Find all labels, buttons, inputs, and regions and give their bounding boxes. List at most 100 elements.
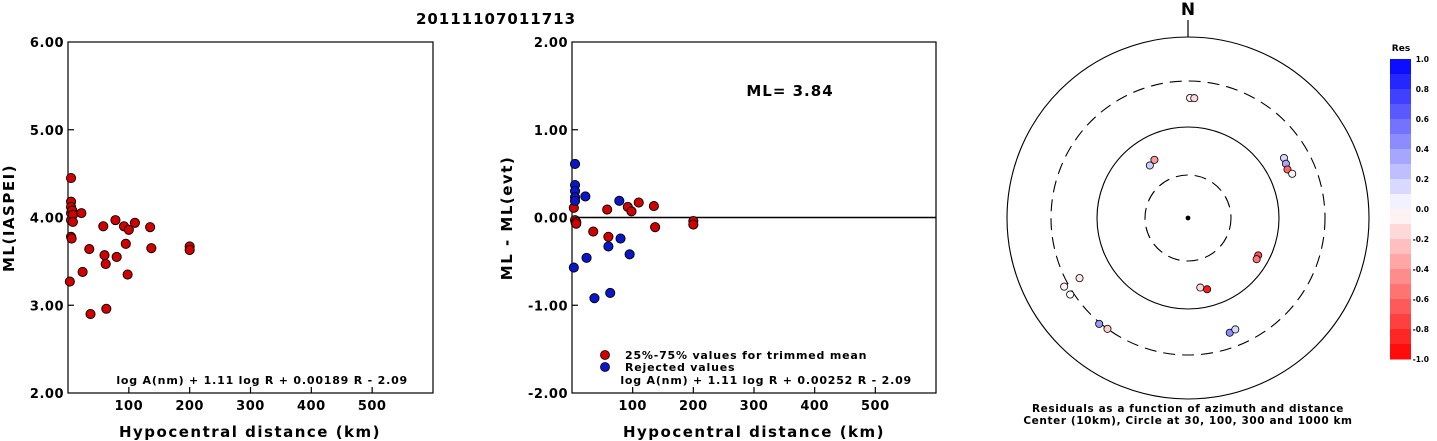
data-point [571,218,582,229]
station-point [1145,161,1154,170]
colorbar-cell [1390,344,1411,360]
y-tick-label: 4.00 [30,212,64,227]
station-point [1060,282,1069,291]
colorbar-label: -0.4 [1413,265,1429,274]
data-point [99,250,110,261]
ring-300km [1050,80,1326,356]
colorbar-cell [1390,59,1411,75]
station-points [1060,93,1297,337]
station-point [1231,325,1240,334]
plot-frame [67,41,434,394]
data-point [100,258,111,270]
data-point [84,244,95,255]
x-tick-label: 400 [297,399,326,414]
north-label: N [1181,0,1195,20]
station-point [1252,255,1261,264]
caption-line-2: Center (10km), Circle at 30, 100, 300 an… [1023,415,1352,427]
data-point [67,216,78,227]
data-point [146,243,157,254]
station-point [1095,319,1104,328]
x-tick-label: 300 [236,399,265,414]
ring-1000km [1006,36,1370,400]
colorbar-cell [1390,134,1411,150]
ml-iaspei-panel: 100 200 300 400 500 2.00 3.00 4.00 5.00 6.00 Hyp… [0,36,434,441]
colorbar-label: 0.6 [1416,115,1429,124]
colorbar-cell [1390,89,1411,105]
data-point [633,197,644,208]
data-point [624,249,635,260]
colorbar-cells [1390,59,1411,360]
y-tick-label: 2.00 [30,387,64,402]
data-points [568,158,699,304]
distance-rings [1006,36,1370,400]
station-point [1075,274,1084,283]
data-point [688,219,699,230]
y-tick-label: 5.00 [30,124,64,139]
station-point [1150,155,1159,164]
y-tick-label: 3.00 [30,299,64,314]
colorbar-cell [1390,104,1411,120]
colorbar-cell [1390,164,1411,180]
colorbar-label: 0.8 [1416,85,1429,94]
data-point [569,195,581,206]
epicenter-dot [1185,215,1191,221]
y-ticks: 2.00 3.00 4.00 5.00 6.00 [30,36,74,402]
data-point [605,287,616,299]
colorbar-cell [1390,224,1411,240]
data-point [76,208,87,219]
x-tick-label: 500 [861,399,890,414]
y-axis-label: ML(IASPEI) [0,164,18,272]
legend: 25%-75% values for trimmed mean Rejected… [600,349,866,374]
colorbar-cell [1390,269,1411,285]
colorbar-label: 0.2 [1416,175,1429,184]
x-tick-label: 100 [115,399,144,414]
colorbar-labels: 1.0 0.8 0.6 0.4 0.2 0.0 -0.2 -0.4 -0.6 -0.8 -1.0 [1413,55,1429,364]
data-point [120,238,131,249]
data-point [589,293,600,304]
colorbar-label: -1.0 [1413,355,1429,364]
y-tick-label: 0.00 [534,212,568,227]
colorbar-cell [1390,254,1411,270]
station-point [1288,169,1297,178]
colorbar-cell [1390,209,1411,225]
legend-rejected-marker [600,362,610,372]
data-point [603,241,614,252]
data-point [64,276,75,287]
colorbar-cell [1390,179,1411,195]
colorbar-label: 0.0 [1416,205,1429,214]
colorbar-cell [1390,74,1411,90]
x-tick-label: 500 [358,399,387,414]
data-point [602,204,613,215]
x-tick-label: 300 [740,399,769,414]
colorbar-cell [1390,284,1411,300]
colorbar-label: -0.6 [1413,295,1429,304]
ring-100km [1096,126,1280,310]
y-axis-label: ML - ML(evt) [498,156,516,280]
data-point [101,303,112,314]
colorbar-label: -0.2 [1413,235,1429,244]
x-tick-label: 400 [800,399,829,414]
station-point [1196,283,1205,292]
data-point [626,206,637,217]
data-point [98,221,109,232]
data-point [111,251,122,263]
data-point [123,224,134,235]
residual-polar-panel: N Residuals as a function of azimuth and… [1006,0,1370,427]
data-point [65,172,77,184]
formula-annotation: log A(nm) + 1.11 log R + 0.00252 R - 2.0… [620,374,912,387]
colorbar-cell [1390,239,1411,255]
data-point [66,233,77,244]
data-point [129,217,140,228]
data-points [64,172,195,320]
x-tick-label: 100 [618,399,647,414]
data-point [614,195,625,206]
colorbar-cell [1390,329,1411,345]
colorbar-label: 1.0 [1416,55,1429,64]
colorbar-title: Res [1392,44,1410,54]
data-point [145,222,156,233]
y-tick-label: -2.00 [528,387,568,402]
data-point [580,191,591,202]
y-tick-label: -1.00 [528,299,568,314]
formula-annotation: log A(nm) + 1.11 log R + 0.00189 R - 2.0… [116,374,408,387]
